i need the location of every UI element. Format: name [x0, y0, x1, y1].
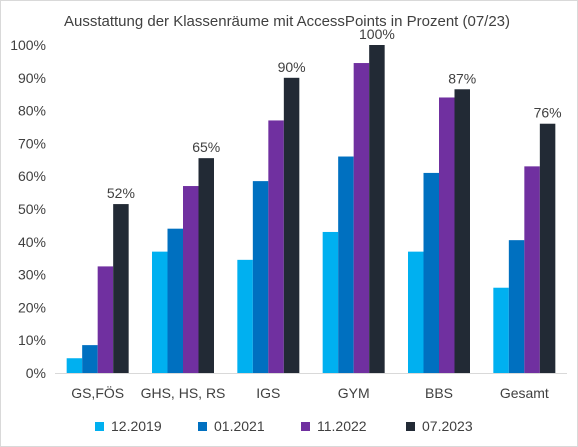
bar	[283, 77, 300, 374]
bar	[198, 158, 214, 373]
y-tick-label: 60%	[18, 168, 46, 184]
data-label: 65%	[192, 139, 220, 155]
category-labels: GS,FÖS GHS, HS, RS IGS GYM BBS Gesamt	[71, 384, 549, 401]
legend-swatch	[406, 422, 415, 431]
legend: 12.2019 01.2021 11.2022 07.2023	[95, 418, 473, 434]
legend-label: 11.2022	[317, 418, 367, 434]
bar	[353, 63, 370, 373]
bar	[423, 172, 439, 373]
data-label: 52%	[107, 185, 135, 201]
bar	[539, 123, 556, 373]
bar	[82, 345, 98, 373]
y-tick-label: 90%	[18, 70, 46, 86]
y-tick-label: 0%	[26, 365, 46, 381]
y-tick-label: 70%	[18, 135, 46, 151]
chart-title: Ausstattung der Klassenräume mit AccessP…	[64, 13, 510, 30]
data-label: 100%	[359, 26, 395, 42]
data-label: 90%	[278, 59, 306, 75]
bar	[66, 358, 83, 373]
y-axis-ticks: 0% 10% 20% 30% 40% 50% 60% 70% 80% 90% 100%	[10, 37, 46, 381]
bar	[338, 156, 354, 373]
bar	[183, 186, 199, 373]
y-tick-label: 100%	[10, 37, 46, 53]
category-label: GYM	[338, 385, 370, 401]
legend-swatch	[198, 422, 207, 431]
category-label: IGS	[256, 385, 280, 401]
bar	[454, 89, 470, 373]
bar	[152, 251, 168, 373]
data-label: 76%	[534, 105, 562, 121]
legend-label: 01.2021	[214, 418, 265, 434]
bar	[508, 240, 525, 373]
y-tick-label: 30%	[18, 267, 46, 283]
bar	[369, 45, 385, 373]
legend-label: 07.2023	[422, 418, 473, 434]
category-label: Gesamt	[500, 385, 549, 401]
data-label: 87%	[448, 70, 476, 86]
bar	[322, 231, 339, 373]
y-tick-label: 80%	[18, 103, 46, 119]
y-tick-label: 20%	[18, 299, 46, 315]
bar	[408, 251, 424, 373]
bar	[252, 181, 269, 373]
category-label: GS,FÖS	[71, 384, 124, 401]
legend-swatch	[301, 422, 310, 431]
y-tick-label: 50%	[18, 201, 46, 217]
legend-swatch	[95, 422, 104, 431]
bar	[439, 97, 455, 373]
category-label: GHS, HS, RS	[141, 385, 226, 401]
bar	[237, 259, 253, 373]
category-label: BBS	[425, 385, 453, 401]
bar	[97, 266, 114, 373]
y-tick-label: 40%	[18, 234, 46, 250]
bars	[66, 45, 556, 374]
bar	[268, 120, 284, 373]
bar	[493, 287, 509, 373]
bar	[524, 166, 540, 373]
data-labels: 52% 65% 90% 100% 87% 76%	[107, 26, 562, 201]
legend-label: 12.2019	[111, 418, 162, 434]
bar	[167, 228, 183, 373]
y-tick-label: 10%	[18, 332, 46, 348]
bar	[113, 204, 129, 373]
